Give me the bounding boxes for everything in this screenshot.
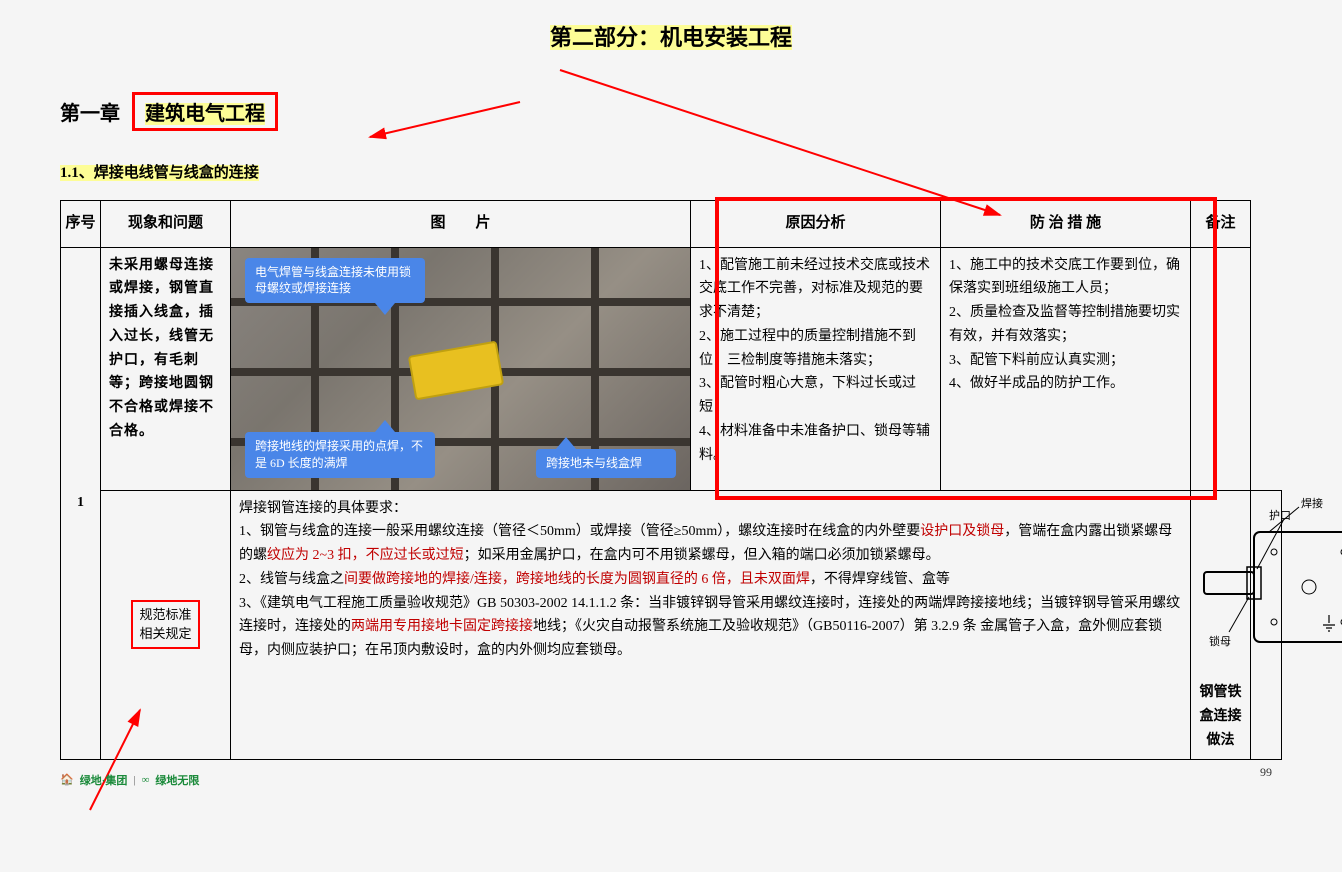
cell-problem: 未采用螺母连接或焊接，钢管直接插入线盒，插入过长，线管无护口，有毛刺等；跨接地圆… [101,247,231,490]
main-table: 序号 现象和问题 图 片 原因分析 防 治 措 施 备注 1 未采用螺母连接或焊… [60,200,1282,760]
logo-icon-2: ∞ [142,774,150,786]
main-title: 第二部分：机电安装工程 [60,20,1282,52]
callout-1: 电气焊管与线盒连接未使用锁母螺纹或焊接连接 [245,258,425,304]
cell-measure: 1、施工中的技术交底工作要到位，确保落实到班组级施工人员； 2、质量检查及监督等… [941,247,1191,490]
svg-text:锁母: 锁母 [1209,634,1231,648]
logo-icon-1: 🏠 [60,773,74,786]
cell-cause: 1、配管施工前未经过技术交底或技术交底工作不完善，对标准及规范的要求不清楚； 2… [691,247,941,490]
diagram-caption: 钢管铁盒连接做法 [1199,681,1242,752]
th-cause: 原因分析 [691,201,941,248]
chapter-title-box: 建筑电气工程 [132,92,278,131]
svg-text:护口: 护口 [1269,508,1291,522]
callout-2: 跨接地线的焊接采用的点焊，不是 6D 长度的满焊 [245,432,435,478]
th-problem: 现象和问题 [101,201,231,248]
svg-text:焊接: 焊接 [1301,497,1323,510]
cell-remark-1 [1191,247,1251,490]
cell-diagram: 焊接 护口 跨接地线 锁母 钢管铁盒连接做法 [1191,490,1251,759]
page-number: 99 [1260,765,1272,780]
chapter-label: 第一章 [60,97,120,126]
box-diagram: 焊接 护口 跨接地线 锁母 [1199,497,1342,667]
cell-seq: 1 [61,247,101,759]
th-measure: 防 治 措 施 [941,201,1191,248]
th-image: 图 片 [231,201,691,248]
th-seq: 序号 [61,201,101,248]
footer-logo: 🏠绿地·集团 | ∞绿地无限 [60,772,199,788]
cell-spec-label: 规范标准相关规定 [101,490,231,759]
section-title: 1.1、焊接电线管与线盒的连接 [60,161,1282,182]
cell-photo: 电气焊管与线盒连接未使用锁母螺纹或焊接连接 跨接地线的焊接采用的点焊，不是 6D… [231,247,691,490]
spec-box: 规范标准相关规定 [131,600,199,648]
cell-requirements: 焊接钢管连接的具体要求： 1、钢管与线盒的连接一般采用螺纹连接（管径＜50mm）… [231,490,1191,759]
callout-3: 跨接地未与线盒焊 [536,449,676,478]
th-remark: 备注 [1191,201,1251,248]
